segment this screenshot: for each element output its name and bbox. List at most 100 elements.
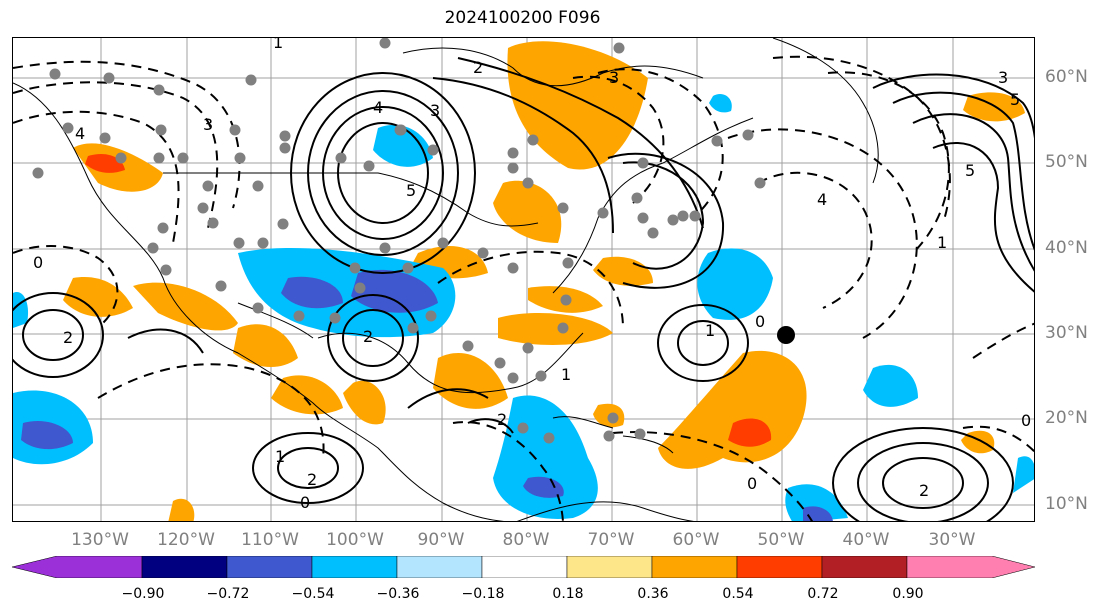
contour-label: 2 <box>473 58 483 77</box>
dashed-contour <box>452 421 564 521</box>
observation-point <box>379 242 391 254</box>
colorbar-left-extension <box>12 556 143 578</box>
latitude-label: 40°N <box>1045 238 1088 258</box>
figure-title: 2024100200 F096 <box>444 8 601 28</box>
observation-point <box>233 237 245 249</box>
greenland-coast <box>772 38 879 184</box>
solid-contour <box>457 57 704 229</box>
observation-point <box>147 242 159 254</box>
observation-point <box>427 144 439 156</box>
observation-point <box>32 167 44 179</box>
colorbar-label: 0.54 <box>722 586 754 602</box>
colorbar-label: 0.90 <box>892 586 924 602</box>
longitude-label: 70°W <box>587 530 635 550</box>
dashed-contour <box>97 363 325 459</box>
observation-point <box>252 302 264 314</box>
observation-point <box>667 214 679 226</box>
observation-point <box>379 38 391 49</box>
latitude-label: 60°N <box>1045 67 1088 87</box>
dashed-contour <box>827 71 950 254</box>
negative-shading <box>863 364 918 407</box>
contour-label: 4 <box>817 190 827 209</box>
observation-point <box>522 342 534 354</box>
contour-label: 1 <box>561 365 571 384</box>
colorbar-bin <box>651 556 738 578</box>
observation-point <box>437 237 449 249</box>
contour-label: 4 <box>373 98 383 117</box>
contour-label: 2 <box>497 410 507 429</box>
solid-contour <box>912 113 1034 272</box>
solid-contour <box>657 304 749 382</box>
observation-point <box>425 310 437 322</box>
dashed-contour <box>13 110 180 244</box>
observation-point <box>677 210 689 222</box>
colorbar <box>12 556 1035 578</box>
observation-point <box>329 312 341 324</box>
dashed-contours <box>13 55 1034 521</box>
latitude-label: 50°N <box>1045 152 1088 172</box>
atlantic-coast <box>552 117 754 294</box>
negative-shading <box>785 484 848 521</box>
observation-point <box>402 262 414 274</box>
solid-contour <box>22 309 84 361</box>
observation-point <box>689 210 701 222</box>
colorbar-label: −0.18 <box>461 586 505 602</box>
solid-contour <box>322 106 444 240</box>
observation-point <box>257 237 269 249</box>
longitude-label: 130°W <box>71 530 129 550</box>
observation-point <box>557 202 569 214</box>
observation-point <box>647 227 659 239</box>
us-border <box>163 172 539 227</box>
solid-contour <box>892 91 1034 251</box>
observation-point <box>207 217 219 229</box>
contour-label: 5 <box>965 161 975 180</box>
observation-point <box>252 180 264 192</box>
contour-label: 0 <box>747 474 757 493</box>
observation-point <box>245 74 257 86</box>
longitude-label: 90°W <box>417 530 465 550</box>
observation-point <box>277 218 289 230</box>
strong-positive-shading <box>728 418 772 447</box>
very-negative-shading <box>351 269 438 313</box>
observation-point <box>215 280 227 292</box>
positive-shading <box>168 498 195 521</box>
observation-point <box>197 202 209 214</box>
observation-point <box>229 124 241 136</box>
colorbar-bin <box>226 556 313 578</box>
solid-contour <box>407 388 489 409</box>
observation-point <box>742 129 754 141</box>
longitude-label: 120°W <box>157 530 215 550</box>
observation-point <box>177 152 189 164</box>
longitude-label: 50°W <box>757 530 805 550</box>
negative-shading <box>1013 456 1034 493</box>
dashed-contour <box>13 245 119 324</box>
very-negative-shading <box>281 276 343 309</box>
longitude-label: 30°W <box>928 530 976 550</box>
map-panel: 2 3 4 5 0 1 2 3 4 5 0 1 2 0 1 2 3 4 5 0 <box>12 37 1035 522</box>
observation-point <box>62 122 74 134</box>
colorbar-bin <box>736 556 823 578</box>
longitude-label: 60°W <box>672 530 720 550</box>
observation-point <box>349 262 361 274</box>
observation-point <box>202 180 214 192</box>
colorbar-label: −0.90 <box>121 586 165 602</box>
observation-point <box>527 134 539 146</box>
colorbar-bin <box>566 556 653 578</box>
observation-point <box>711 135 723 147</box>
colorbar-bin <box>821 556 908 578</box>
latitude-label: 30°N <box>1045 323 1088 343</box>
solid-contour <box>432 77 614 234</box>
contour-label: 3 <box>203 115 213 134</box>
contour-label: 2 <box>307 470 317 489</box>
negative-shading <box>373 124 433 167</box>
solid-contour <box>337 122 429 224</box>
solid-contour <box>252 432 364 504</box>
observation-point <box>462 340 474 352</box>
positive-shading <box>433 352 508 409</box>
observation-point <box>153 84 165 96</box>
observation-point <box>363 160 375 172</box>
solid-contour <box>342 309 404 367</box>
solid-contour <box>622 161 705 270</box>
colorbar-bin <box>396 556 483 578</box>
contour-label: 5 <box>406 181 416 200</box>
